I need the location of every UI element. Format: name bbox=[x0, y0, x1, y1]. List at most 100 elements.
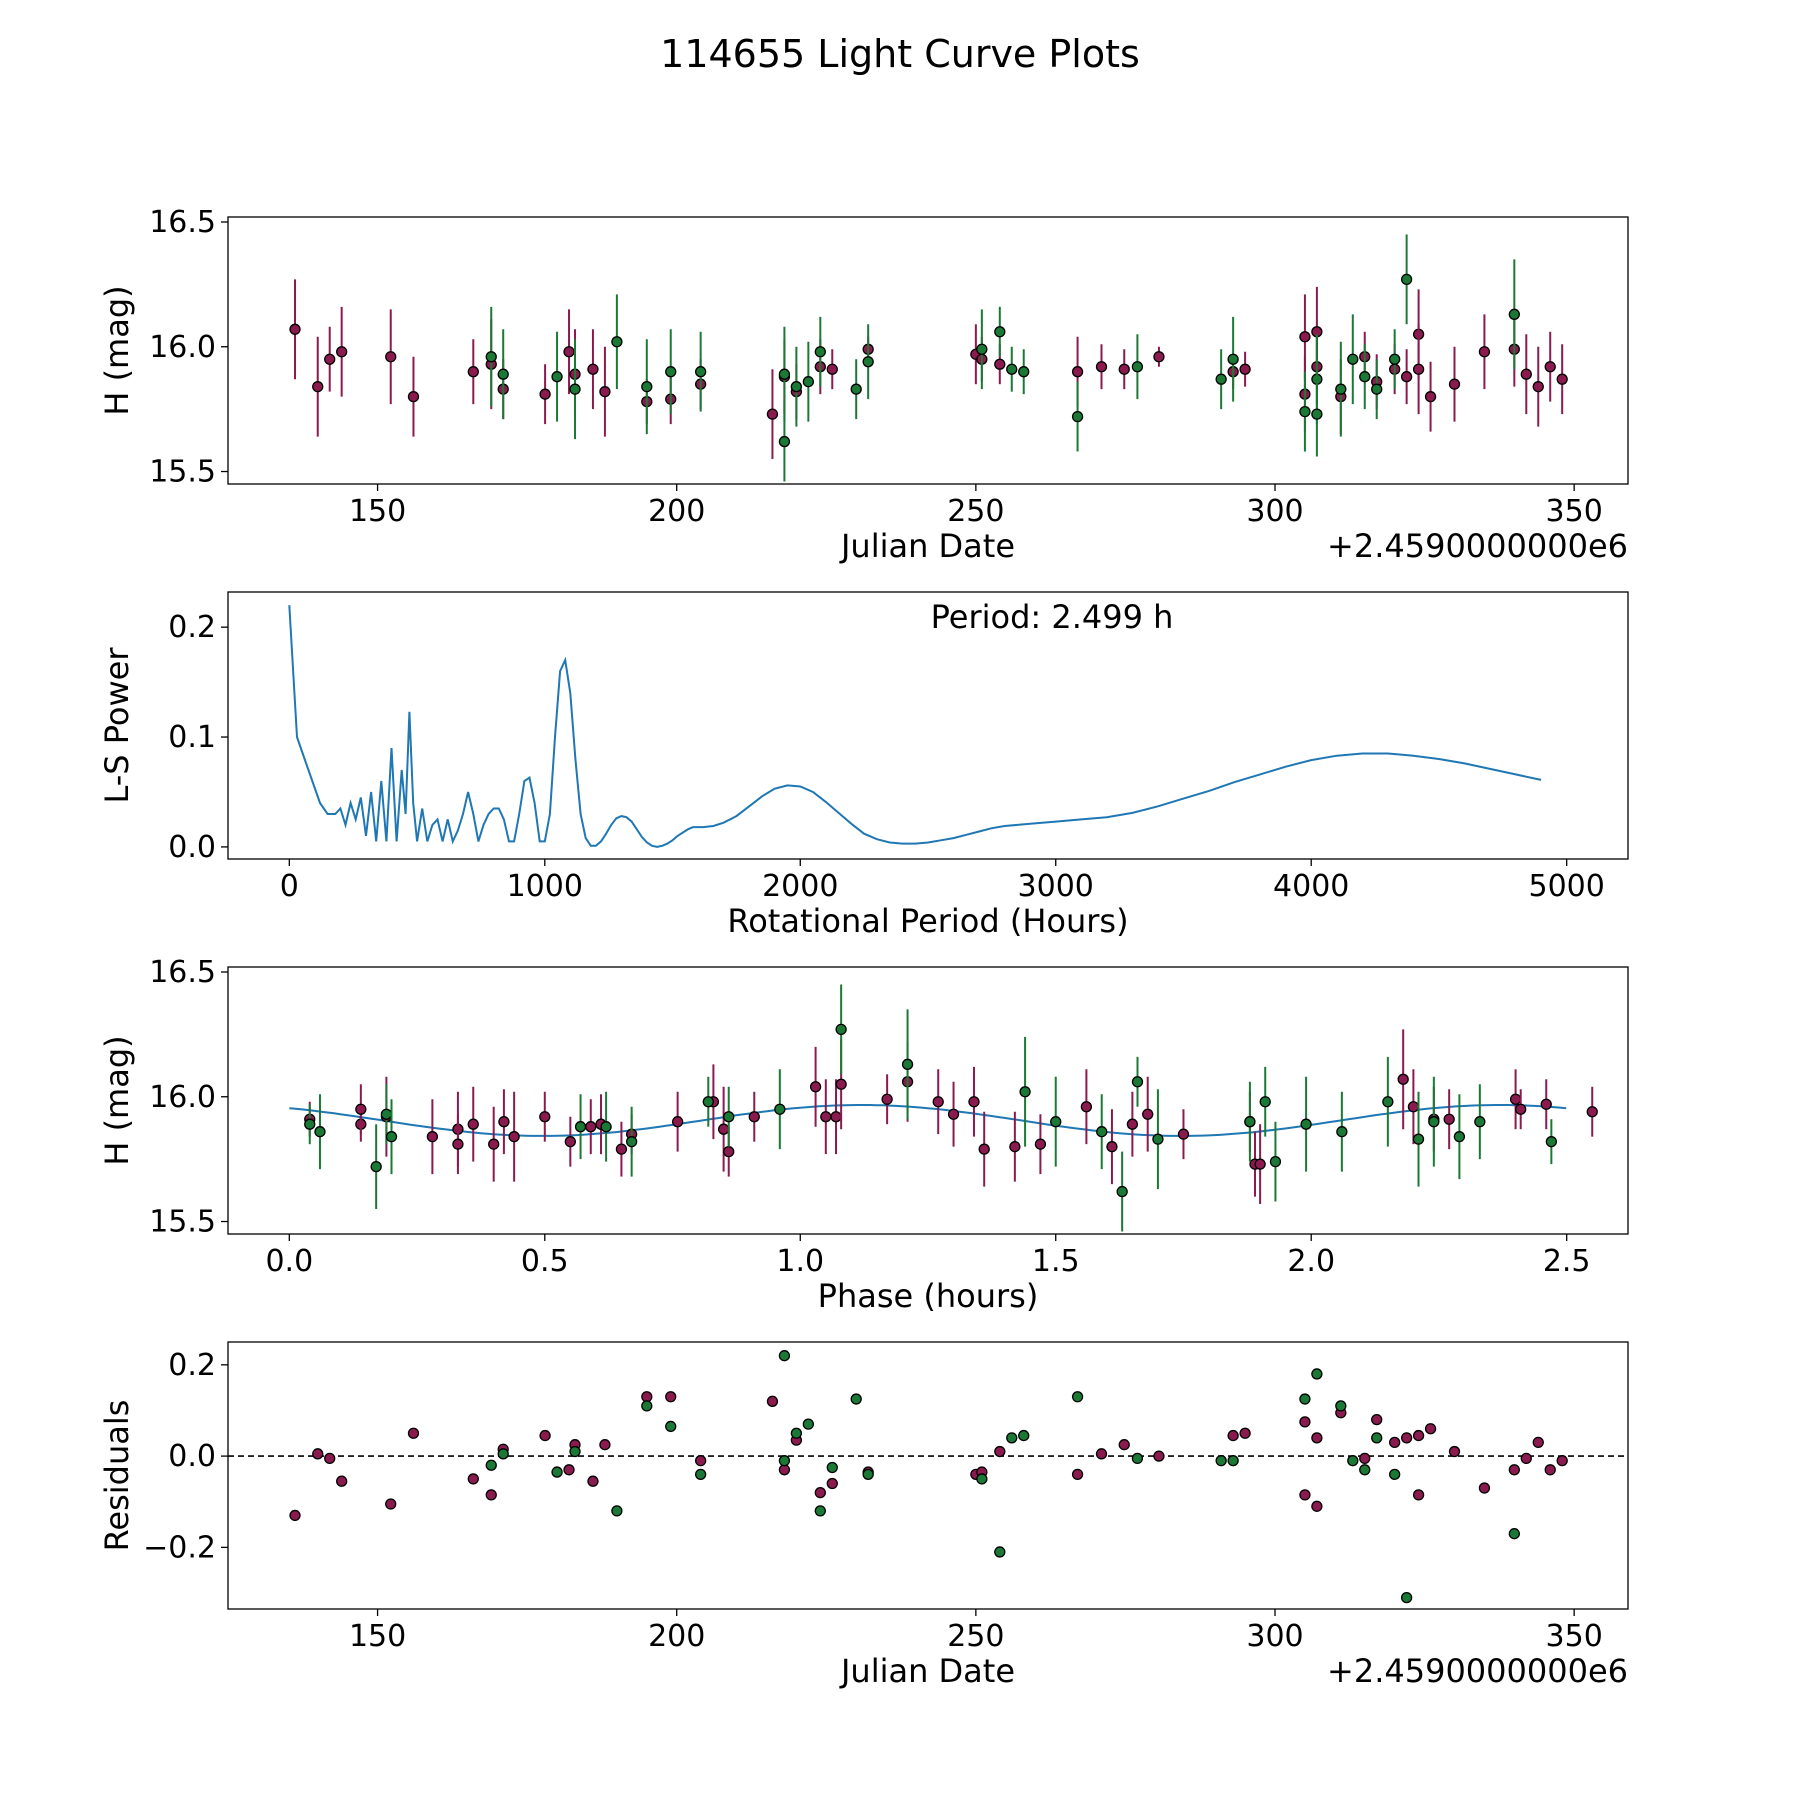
phased-curve-data-point bbox=[385, 1131, 398, 1143]
periodogram-x-tick-label: 4000 bbox=[1273, 869, 1349, 904]
residuals-data-point bbox=[1389, 1468, 1401, 1481]
light-curve-data-point bbox=[976, 343, 988, 355]
light-curve-data-point bbox=[694, 366, 707, 378]
light-curve-data-point bbox=[467, 366, 479, 378]
residuals-data-point bbox=[850, 1393, 862, 1405]
phased-curve-panel: Phase (hours) H (mag) 0.0 0.5 1.0 1.5 2.0 2.5… bbox=[98, 955, 1629, 1315]
residuals-data-point bbox=[1311, 1500, 1323, 1512]
residuals-x-axis-label: Julian Date bbox=[839, 1652, 1015, 1690]
phased-curve-data-point bbox=[1412, 1133, 1425, 1145]
residuals-data-point bbox=[766, 1395, 779, 1407]
residuals-data-point bbox=[1071, 1391, 1084, 1403]
phased-curve-data-point bbox=[380, 1108, 393, 1120]
residuals-data-point bbox=[1299, 1416, 1311, 1428]
residuals-data-point bbox=[778, 1350, 791, 1362]
phased-curve-x-axis-label: Phase (hours) bbox=[818, 1277, 1039, 1315]
residuals-x-offset-label: +2.4590000000e6 bbox=[1327, 1652, 1628, 1690]
phased-curve-data-point bbox=[355, 1103, 367, 1115]
residuals-data-point bbox=[1532, 1436, 1544, 1449]
residuals-data-point bbox=[1544, 1464, 1556, 1476]
light-curve-data-point bbox=[336, 346, 348, 358]
phased-curve-data-point bbox=[1009, 1141, 1021, 1153]
residuals-y-tick-label: −0.2 bbox=[143, 1530, 216, 1565]
residuals-data-point bbox=[385, 1498, 397, 1510]
residuals-data-point bbox=[1239, 1427, 1251, 1439]
phased-curve-data-point bbox=[947, 1108, 960, 1120]
phased-curve-plot-area bbox=[289, 984, 1598, 1232]
phased-curve-data-point bbox=[901, 1058, 914, 1070]
residuals-data-point bbox=[1371, 1413, 1383, 1426]
light-curve-data-point bbox=[539, 388, 551, 400]
light-curve-x-axis-label: Julian Date bbox=[839, 527, 1015, 565]
phased-curve-x-tick-label: 2.0 bbox=[1287, 1244, 1335, 1279]
phased-curve-data-point bbox=[1545, 1136, 1558, 1148]
residuals-data-point bbox=[1424, 1423, 1437, 1435]
residuals-data-point bbox=[802, 1418, 814, 1430]
periodogram-x-tick-label: 5000 bbox=[1529, 869, 1605, 904]
light-curve-data-point bbox=[790, 381, 803, 393]
residuals-x-tick-label: 300 bbox=[1246, 1619, 1303, 1654]
light-curve-data-point bbox=[1018, 366, 1030, 378]
phased-curve-data-point bbox=[508, 1131, 520, 1143]
phased-curve-data-point bbox=[1443, 1113, 1455, 1125]
residuals-data-point bbox=[665, 1420, 677, 1433]
residuals-x-tick-label: 200 bbox=[648, 1619, 705, 1654]
light-curve-data-point bbox=[1400, 371, 1413, 383]
light-curve-data-point bbox=[1424, 391, 1437, 403]
phased-curve-data-point bbox=[1474, 1116, 1486, 1128]
residuals-data-point bbox=[814, 1505, 826, 1517]
phased-curve-data-point bbox=[615, 1143, 628, 1155]
light-curve-data-point bbox=[802, 376, 814, 388]
residuals-data-point bbox=[994, 1546, 1006, 1558]
periodogram-plot-area bbox=[288, 605, 1542, 848]
phased-curve-data-point bbox=[304, 1118, 316, 1130]
residuals-y-tick-label: 0.0 bbox=[168, 1439, 216, 1474]
phased-curve-data-point bbox=[426, 1131, 439, 1143]
phased-curve-data-point bbox=[671, 1116, 684, 1128]
phased-curve-data-point bbox=[539, 1111, 551, 1123]
residuals-data-point bbox=[694, 1455, 707, 1467]
phased-curve-data-point bbox=[1397, 1073, 1409, 1085]
residuals-data-point bbox=[1227, 1455, 1239, 1467]
light-curve-data-point bbox=[599, 386, 611, 398]
phased-curve-data-point bbox=[585, 1121, 597, 1133]
residuals-data-point bbox=[1006, 1432, 1018, 1444]
residuals-data-point bbox=[1311, 1432, 1323, 1444]
phased-curve-data-point bbox=[1116, 1185, 1128, 1198]
residuals-data-point bbox=[407, 1427, 420, 1439]
light-curve-data-point bbox=[407, 391, 420, 403]
phased-curve-data-point bbox=[498, 1116, 510, 1128]
residuals-data-point bbox=[539, 1429, 551, 1442]
light-curve-data-point bbox=[1520, 368, 1532, 380]
light-curve-data-point bbox=[850, 383, 862, 395]
light-curve-data-point bbox=[1215, 373, 1227, 385]
residuals-y-tick-label: 0.2 bbox=[168, 1348, 216, 1383]
phased-curve-data-point bbox=[1509, 1093, 1522, 1105]
phased-curve-data-point bbox=[968, 1096, 980, 1108]
residuals-data-point bbox=[336, 1475, 348, 1487]
periodogram-panel: Rotational Period (Hours) L-S Power Peri… bbox=[98, 591, 1629, 940]
residuals-data-point bbox=[790, 1427, 803, 1439]
residuals-axes-frame bbox=[227, 1341, 1629, 1610]
light-curve-data-point bbox=[1071, 366, 1084, 378]
light-curve-data-point bbox=[1153, 351, 1165, 363]
phased-curve-data-point bbox=[978, 1143, 990, 1155]
light-curve-data-point bbox=[611, 336, 623, 348]
phased-curve-data-point bbox=[932, 1096, 944, 1108]
phased-curve-data-point bbox=[1019, 1086, 1031, 1098]
residuals-data-point bbox=[289, 1509, 301, 1522]
phased-curve-data-point bbox=[1407, 1101, 1420, 1113]
residuals-data-point bbox=[1359, 1452, 1371, 1465]
periodogram-y-tick-label: 0.0 bbox=[168, 830, 216, 865]
light-curve-data-point bbox=[826, 363, 838, 375]
phased-curve-data-point bbox=[1096, 1126, 1108, 1138]
phased-curve-data-point bbox=[723, 1146, 735, 1158]
periodogram-axes-frame bbox=[227, 591, 1629, 860]
residuals-data-point bbox=[1215, 1455, 1227, 1467]
light-curve-data-point bbox=[778, 435, 791, 448]
residuals-data-point bbox=[324, 1452, 336, 1465]
light-curve-data-point bbox=[994, 326, 1006, 338]
residuals-data-point bbox=[1508, 1528, 1520, 1540]
residuals-panel: Julian Date Residuals +2.4590000000e6 15… bbox=[98, 1341, 1629, 1690]
phased-curve-y-axis-label: H (mag) bbox=[98, 1035, 136, 1165]
